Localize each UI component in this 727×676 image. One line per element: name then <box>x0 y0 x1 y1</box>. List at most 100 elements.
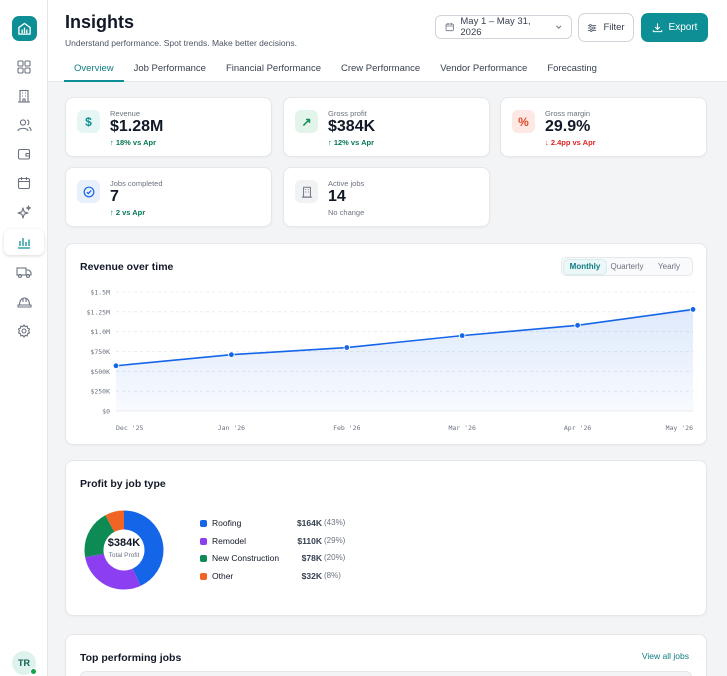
chevron-down-icon <box>555 25 561 29</box>
kpi-card-gross-profit[interactable]: ↗ Gross profit $384K ↑ 12% vs Apr <box>283 97 490 157</box>
top-jobs-title: Top performing jobs <box>80 652 182 664</box>
y-tick-label: $1.5M <box>90 289 110 297</box>
legend-item-new-construction: New Construction $78K (20%) <box>200 553 350 571</box>
tab-crew-performance[interactable]: Crew Performance <box>340 63 421 74</box>
profit-donut-chart <box>84 510 164 590</box>
tab-overview[interactable]: Overview <box>64 63 124 82</box>
date-range-label: May 1 – May 31, 2026 <box>460 16 531 38</box>
x-tick-label: Jan '26 <box>218 424 245 432</box>
donut-slice <box>84 510 164 590</box>
truck-icon[interactable] <box>10 260 38 284</box>
kpi-delta: No change <box>328 208 365 217</box>
revenue-point <box>574 322 581 329</box>
trend-up-icon: ↗ <box>295 110 318 133</box>
logo-icon[interactable] <box>12 16 37 41</box>
legend-name: New Construction <box>212 553 280 563</box>
revenue-point <box>459 332 466 339</box>
y-tick-label: $1.25M <box>87 308 111 316</box>
kpi-delta: ↑ 18% vs Apr <box>110 138 156 147</box>
donut-total: $384K <box>107 537 141 549</box>
legend-swatch <box>200 572 207 580</box>
y-tick-label: $0 <box>102 408 110 416</box>
donut-slice <box>84 510 164 590</box>
y-tick-label: $1.0M <box>90 328 110 336</box>
kpi-label: Revenue <box>110 109 141 118</box>
revenue-chart-card: Revenue over time Monthly Quarterly Year… <box>65 243 707 445</box>
building-icon <box>295 180 318 203</box>
kpi-delta: ↓ 2.4pp vs Apr <box>545 138 596 147</box>
tab-forecasting[interactable]: Forecasting <box>547 63 597 74</box>
period-yearly[interactable]: Yearly <box>658 261 680 271</box>
period-quarterly[interactable]: Quarterly <box>610 261 644 271</box>
legend-value: $164K <box>296 518 322 528</box>
kpi-value: 7 <box>110 188 119 205</box>
kpi-card-revenue[interactable]: $ Revenue $1.28M ↑ 18% vs Apr <box>65 97 272 157</box>
download-icon <box>652 23 662 33</box>
filter-button[interactable]: Filter <box>578 13 634 42</box>
kpi-card-gross-margin[interactable]: % Gross margin 29.9% ↓ 2.4pp vs Apr <box>500 97 707 157</box>
wallet-icon[interactable] <box>10 142 38 166</box>
online-status-dot <box>30 668 37 675</box>
hard-hat-icon[interactable] <box>10 290 38 314</box>
kpi-label: Gross margin <box>545 109 591 118</box>
calendar-icon[interactable] <box>10 171 38 195</box>
kpi-card-jobs-completed[interactable]: Jobs completed 7 ↑ 2 vs Apr <box>65 167 272 227</box>
kpi-card-active-jobs[interactable]: Active jobs 14 No change <box>283 167 490 227</box>
top-jobs-card: Top performing jobs View all jobs <box>65 634 707 676</box>
kpi-label: Gross profit <box>328 109 367 118</box>
page-title: Insights <box>65 12 135 32</box>
period-monthly[interactable]: Monthly <box>564 259 606 274</box>
legend-item-remodel: Remodel $110K (29%) <box>200 536 350 554</box>
building-icon[interactable] <box>10 84 38 108</box>
legend-value: $110K <box>297 535 322 546</box>
tab-financial-performance[interactable]: Financial Performance <box>225 63 321 74</box>
tab-bar: Overview Job Performance Financial Perfo… <box>64 63 607 82</box>
revenue-chart-title: Revenue over time <box>80 261 174 273</box>
x-tick-label: May '26 <box>666 424 693 432</box>
legend-swatch <box>200 555 207 562</box>
dashboard-icon[interactable] <box>10 55 38 79</box>
users-icon[interactable] <box>10 113 38 137</box>
kpi-label: Active jobs <box>328 179 365 188</box>
tab-job-performance[interactable]: Job Performance <box>133 63 206 74</box>
revenue-point <box>343 344 350 351</box>
x-tick-label: Apr '26 <box>564 424 591 432</box>
sliders-icon <box>588 23 597 32</box>
tab-vendor-performance[interactable]: Vendor Performance <box>440 63 528 74</box>
kpi-value: $384K <box>328 118 376 135</box>
revenue-point <box>689 306 697 313</box>
kpi-value: 29.9% <box>545 118 591 135</box>
x-tick-label: Feb '26 <box>333 424 360 432</box>
legend-name: Remodel <box>212 535 247 546</box>
legend-value: $32K <box>301 570 322 581</box>
period-toggle: Monthly Quarterly Yearly <box>561 257 693 276</box>
legend-swatch <box>200 537 207 545</box>
export-button[interactable]: Export <box>641 13 708 42</box>
kpi-delta: ↑ 12% vs Apr <box>328 138 374 147</box>
legend-pct: (43%) <box>324 518 346 527</box>
x-tick-label: Dec '25 <box>116 424 143 432</box>
sidebar: TR <box>0 0 48 676</box>
view-all-jobs-link[interactable]: View all jobs <box>641 651 689 661</box>
sparkles-icon[interactable] <box>10 200 38 224</box>
legend-pct: (8%) <box>324 570 341 580</box>
percent-icon: % <box>512 110 535 133</box>
page-subtitle: Understand performance. Spot trends. Mak… <box>65 38 297 48</box>
revenue-line-chart: $0 $250K $500K $750K $1.0M $1.25M $1.5M Dec '25… <box>87 289 697 432</box>
revenue-point <box>112 362 120 369</box>
legend-swatch <box>200 520 207 527</box>
bar-chart-icon[interactable] <box>4 229 44 255</box>
y-tick-label: $250K <box>90 388 110 396</box>
user-avatar[interactable]: TR <box>12 651 37 675</box>
date-range-picker[interactable]: May 1 – May 31, 2026 <box>435 15 572 39</box>
check-circle-icon <box>77 180 100 203</box>
legend-item-other: Other $32K (8%) <box>200 571 350 589</box>
legend-name: Other <box>212 570 234 581</box>
y-tick-label: $750K <box>90 348 110 356</box>
kpi-label: Jobs completed <box>110 179 163 188</box>
settings-icon[interactable] <box>10 319 38 343</box>
calendar-icon <box>445 22 454 32</box>
dollar-icon: $ <box>77 110 100 133</box>
legend-name: Roofing <box>212 518 242 528</box>
legend-item-roofing: Roofing $164K (43%) <box>200 518 350 536</box>
